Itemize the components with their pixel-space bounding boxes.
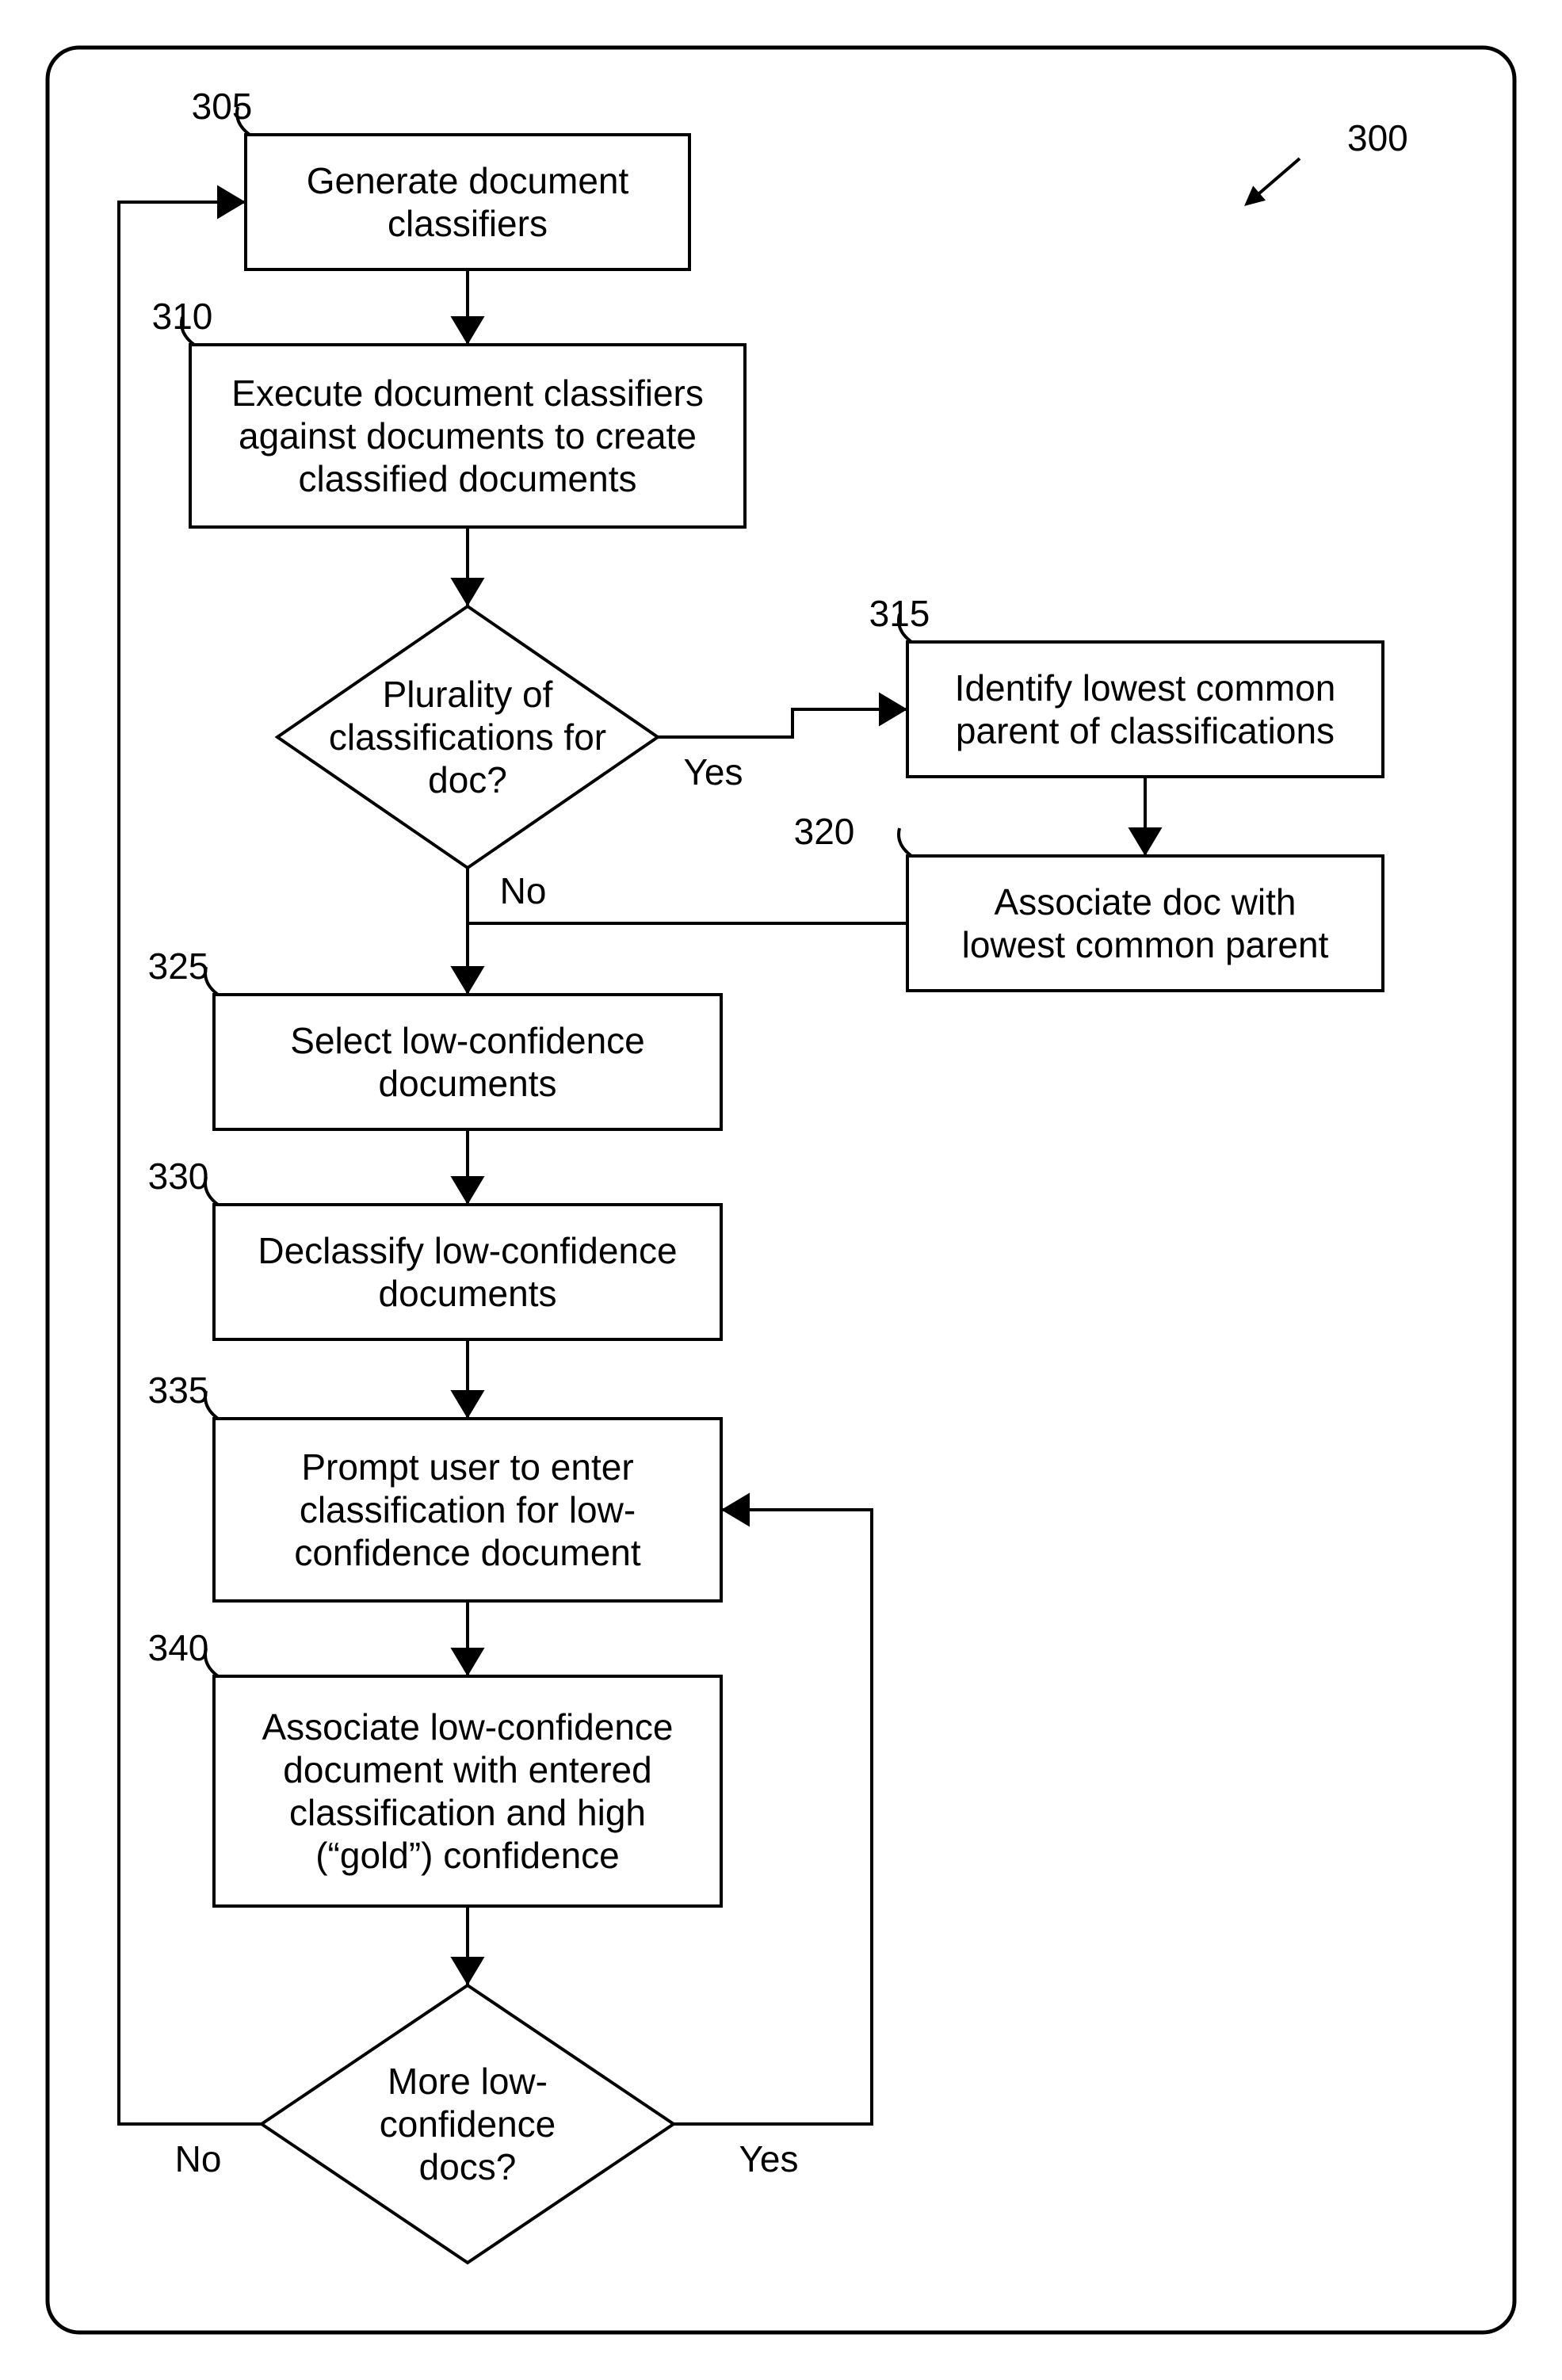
edge bbox=[468, 923, 907, 995]
process-box bbox=[907, 856, 1383, 991]
ref-label: 320 bbox=[794, 811, 855, 852]
process-text: Prompt user to enterclassification for l… bbox=[294, 1446, 641, 1573]
ref-label: 325 bbox=[148, 946, 209, 987]
process-box bbox=[907, 642, 1383, 777]
process-box bbox=[214, 1205, 721, 1339]
ref-label: 340 bbox=[148, 1627, 209, 1668]
ref-label: 330 bbox=[148, 1156, 209, 1197]
process-box bbox=[246, 135, 689, 269]
edge-label: No bbox=[175, 2138, 222, 2179]
process-box bbox=[214, 995, 721, 1129]
ref-label: 335 bbox=[148, 1370, 209, 1411]
edge-label: No bbox=[500, 870, 547, 911]
figure-label: 300 bbox=[1347, 117, 1408, 159]
ref-label: 315 bbox=[869, 593, 930, 634]
process-text: Execute document classifiersagainst docu… bbox=[231, 372, 704, 499]
edge bbox=[658, 709, 907, 737]
ref-label: 305 bbox=[192, 86, 253, 127]
edge-label: Yes bbox=[683, 751, 743, 793]
ref-label: 310 bbox=[152, 296, 213, 337]
edge-label: Yes bbox=[739, 2138, 798, 2179]
